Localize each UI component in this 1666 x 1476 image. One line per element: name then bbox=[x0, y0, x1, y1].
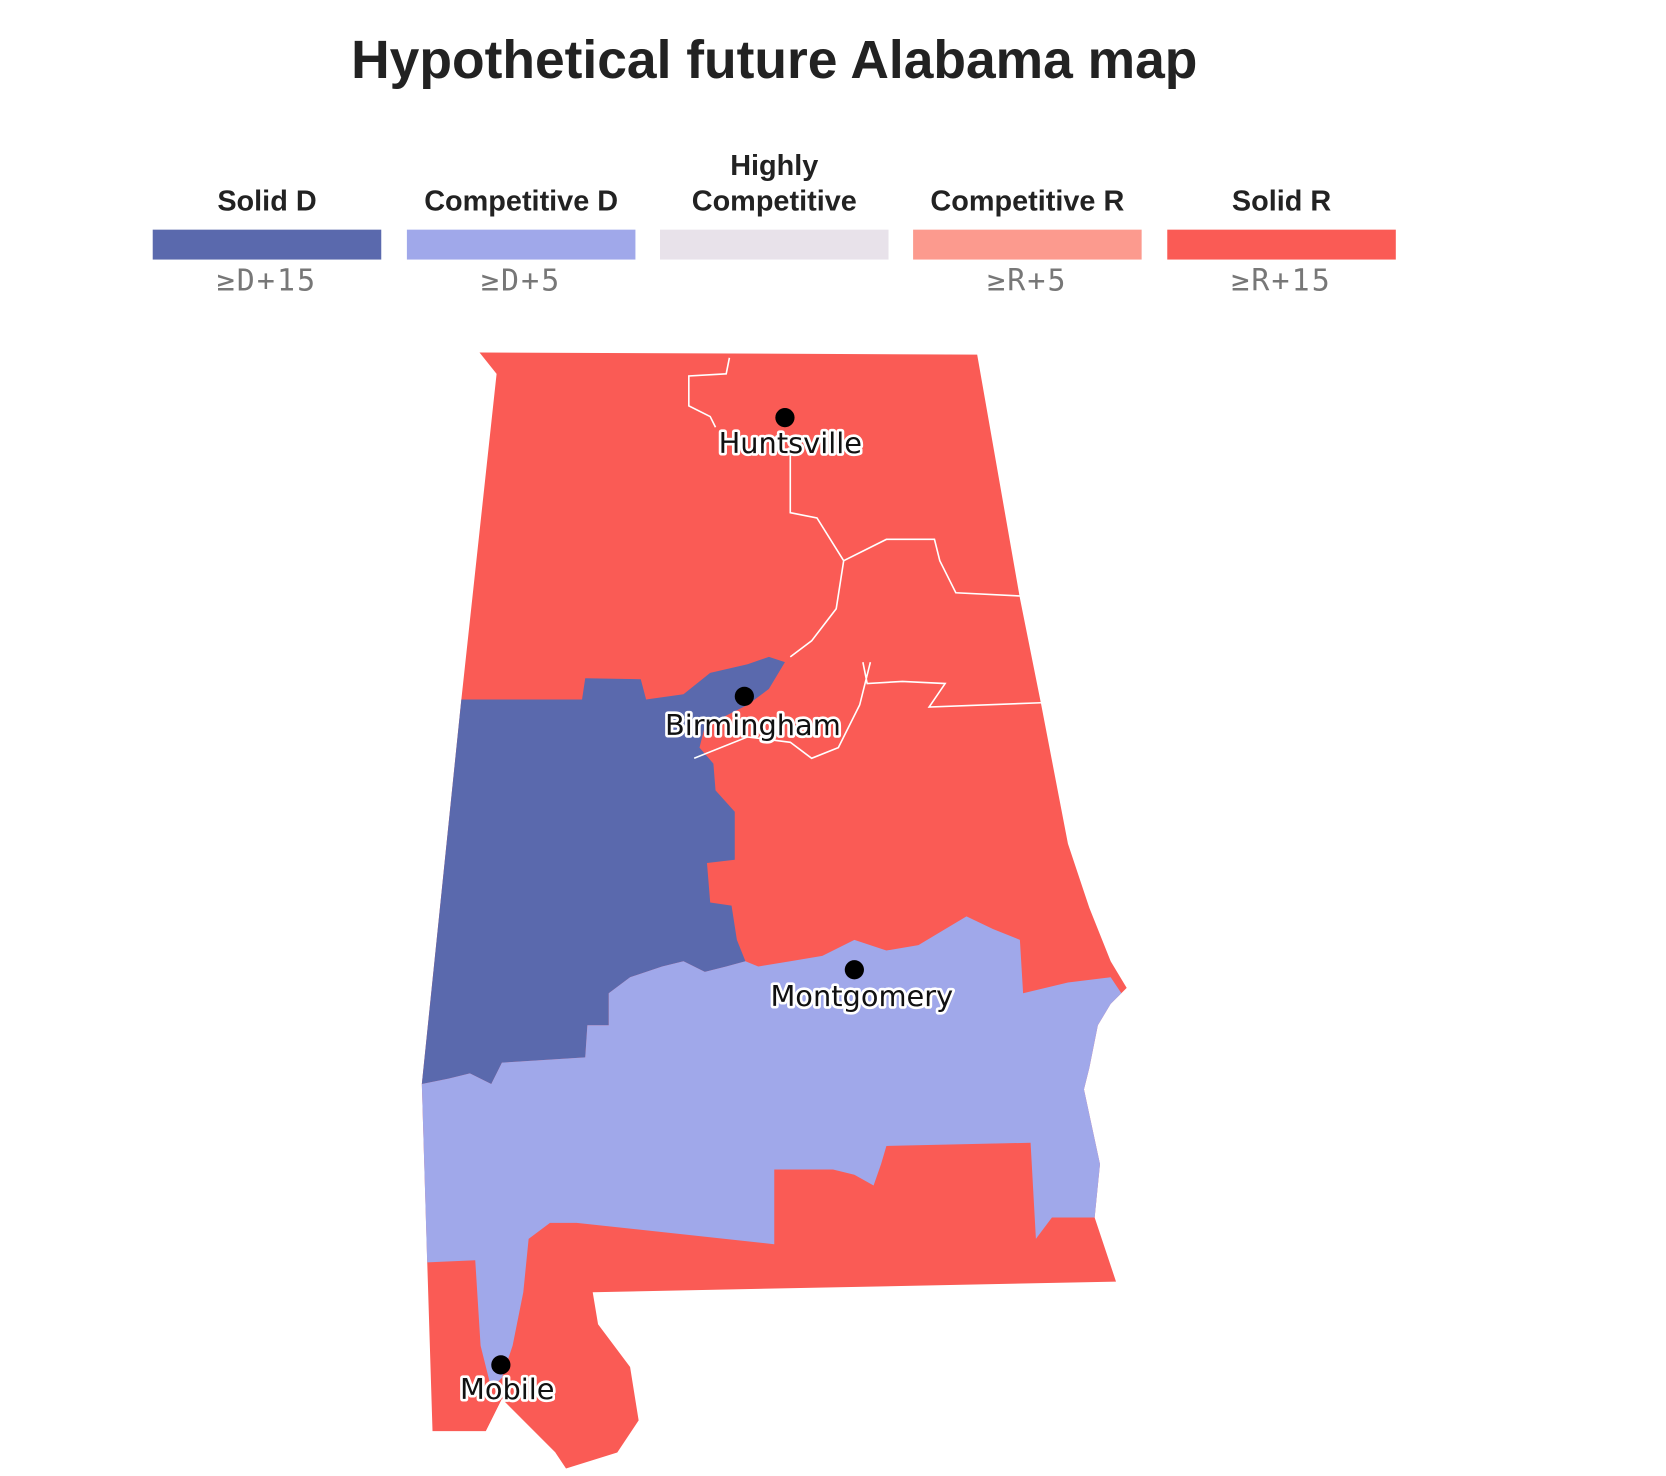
legend-label-box: Solid D bbox=[217, 184, 317, 217]
legend-swatch bbox=[913, 229, 1142, 260]
legend-swatch bbox=[1167, 229, 1396, 260]
legend-swatch bbox=[659, 229, 889, 260]
city-dot bbox=[775, 408, 795, 428]
legend-threshold: ≥D+15 bbox=[217, 263, 318, 298]
city-dot bbox=[734, 686, 754, 706]
title: Hypothetical future Alabama map bbox=[351, 31, 1197, 90]
legend-threshold: ≥D+5 bbox=[481, 263, 562, 298]
city-dot bbox=[844, 960, 864, 980]
district bbox=[421, 656, 785, 1085]
city-label: Mobile bbox=[460, 1372, 555, 1406]
map bbox=[421, 352, 1127, 1474]
city-dot bbox=[491, 1355, 511, 1375]
legend-label-box: Competitive R bbox=[930, 184, 1125, 217]
legend-label: Solid R bbox=[1231, 184, 1332, 217]
legend-label-box: Highly Competitive bbox=[691, 149, 857, 217]
water bbox=[485, 1399, 561, 1474]
legend-swatch bbox=[152, 229, 382, 260]
legend-threshold: ≥R+5 bbox=[987, 263, 1068, 298]
legend-label: Competitive R bbox=[930, 184, 1125, 217]
legend: Solid D ≥D+15 Competitive D ≥D+5 Highly Comp… bbox=[152, 149, 1396, 298]
legend-swatch bbox=[406, 229, 636, 260]
district bbox=[421, 916, 1122, 1389]
city-label: Birmingham bbox=[665, 708, 841, 742]
legend-label: Highly Competitive bbox=[691, 149, 857, 217]
cities: Huntsville Birmingham Montgomery Mobile bbox=[457, 408, 956, 1409]
district-border bbox=[688, 357, 1042, 760]
city-label: Montgomery bbox=[770, 979, 953, 1013]
legend-label: Competitive D bbox=[424, 184, 619, 217]
legend-label-box: Solid R bbox=[1231, 184, 1332, 217]
legend-label: Solid D bbox=[217, 184, 317, 217]
legend-label-box: Competitive D bbox=[424, 184, 619, 217]
legend-threshold: ≥R+15 bbox=[1231, 263, 1332, 298]
city-label: Huntsville bbox=[719, 426, 862, 460]
